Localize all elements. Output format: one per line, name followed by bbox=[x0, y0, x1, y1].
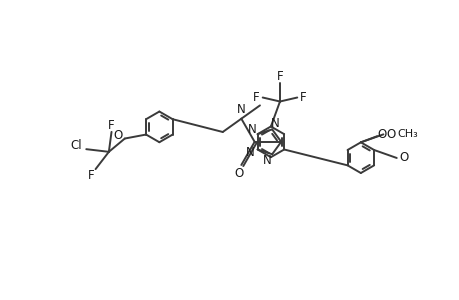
Text: N: N bbox=[262, 154, 271, 167]
Text: O: O bbox=[113, 129, 122, 142]
Text: N: N bbox=[247, 122, 256, 136]
Text: N: N bbox=[236, 103, 245, 116]
Text: F: F bbox=[88, 169, 95, 182]
Text: Cl: Cl bbox=[70, 139, 82, 152]
Text: F: F bbox=[253, 91, 259, 104]
Text: O: O bbox=[234, 167, 243, 180]
Text: F: F bbox=[276, 70, 283, 83]
Text: O: O bbox=[398, 152, 408, 164]
Text: CH₃: CH₃ bbox=[397, 129, 418, 139]
Text: O: O bbox=[385, 128, 394, 141]
Text: F: F bbox=[299, 91, 306, 104]
Text: F: F bbox=[108, 119, 115, 132]
Text: N: N bbox=[270, 117, 279, 130]
Text: N: N bbox=[246, 146, 254, 159]
Text: O: O bbox=[377, 128, 386, 141]
